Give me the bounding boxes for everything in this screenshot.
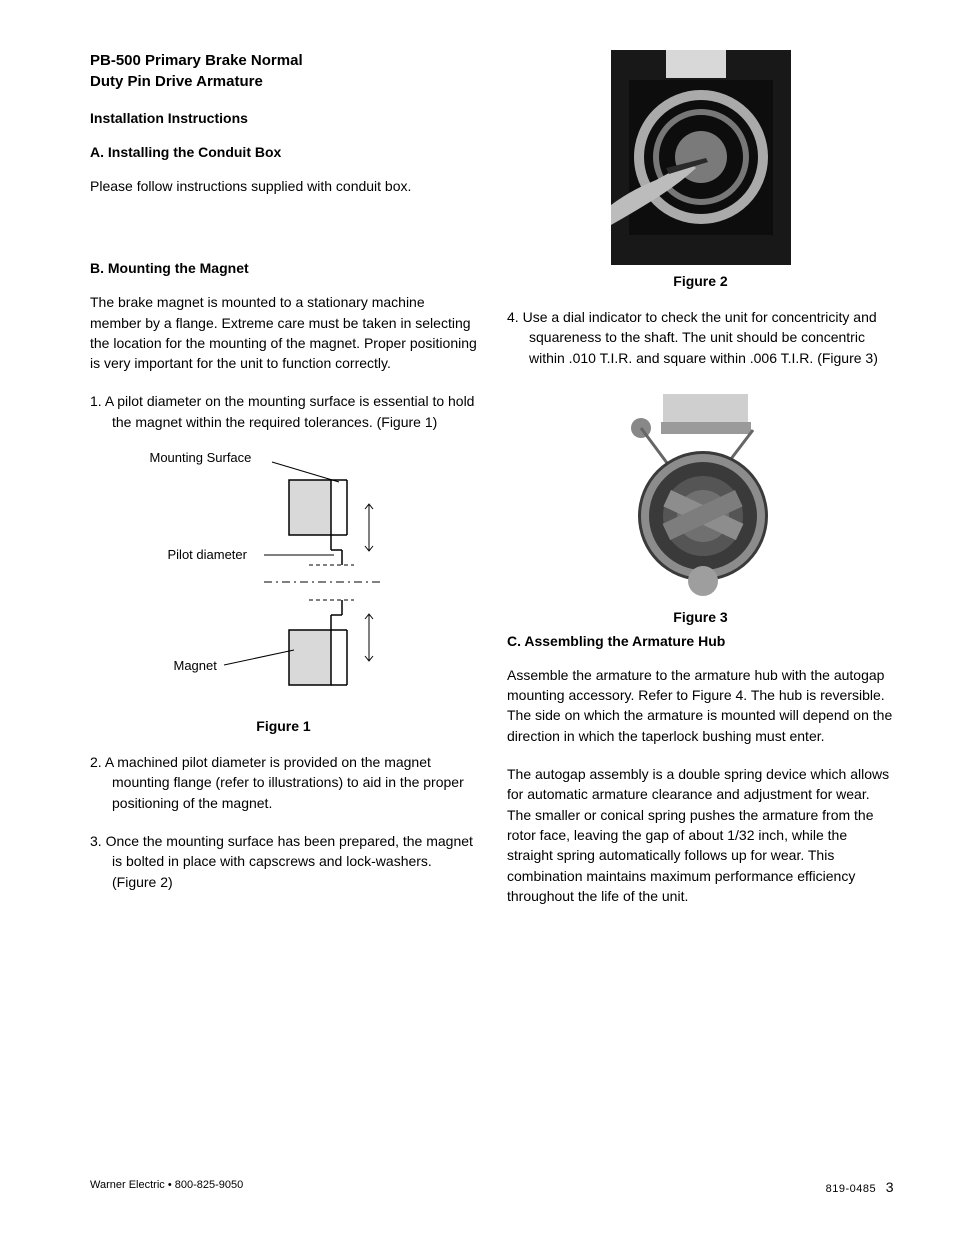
figure-3-svg (613, 386, 788, 601)
figure-2-caption: Figure 2 (507, 273, 894, 289)
footer: Warner Electric • 800-825-9050 819-0485 … (90, 1179, 894, 1195)
figure-1: Mounting Surface Pilot diameter Magnet (90, 450, 477, 710)
columns: PB-500 Primary Brake Normal Duty Pin Dri… (90, 50, 894, 924)
section-a-text: Please follow instructions supplied with… (90, 176, 477, 196)
footer-page: 3 (886, 1179, 894, 1195)
section-b-steps-cont: A machined pilot diameter is provided on… (90, 752, 477, 892)
section-b-step4: Use a dial indicator to check the unit f… (507, 307, 894, 368)
section-b-steps: A pilot diameter on the mounting surface… (90, 391, 477, 432)
step-1: A pilot diameter on the mounting surface… (90, 391, 477, 432)
figure-2 (507, 50, 894, 265)
figure-3 (507, 386, 894, 601)
section-c-para2: The autogap assembly is a double spring … (507, 764, 894, 906)
footer-left: Warner Electric • 800-825-9050 (90, 1179, 243, 1195)
figure-3-caption: Figure 3 (507, 609, 894, 625)
step-2: A machined pilot diameter is provided on… (90, 752, 477, 813)
doc-subtitle: Installation Instructions (90, 110, 477, 126)
figure-2-svg (611, 50, 791, 265)
step-4: Use a dial indicator to check the unit f… (507, 307, 894, 368)
section-c-heading: C. Assembling the Armature Hub (507, 633, 894, 649)
section-c-para1: Assemble the armature to the armature hu… (507, 665, 894, 746)
figure-1-caption: Figure 1 (90, 718, 477, 734)
fig1-label-mounting: Mounting Surface (150, 450, 252, 465)
page: PB-500 Primary Brake Normal Duty Pin Dri… (0, 0, 954, 964)
right-column: Figure 2 Use a dial indicator to check t… (507, 50, 894, 924)
title-line2: Duty Pin Drive Armature (90, 73, 263, 90)
fig1-label-pilot: Pilot diameter (168, 547, 247, 562)
title-line1: PB-500 Primary Brake Normal (90, 52, 303, 69)
section-a-heading: A. Installing the Conduit Box (90, 144, 477, 160)
doc-title: PB-500 Primary Brake Normal Duty Pin Dri… (90, 50, 477, 92)
step-3: Once the mounting surface has been prepa… (90, 831, 477, 892)
section-b-heading: B. Mounting the Magnet (90, 260, 477, 276)
section-b-intro: The brake magnet is mounted to a station… (90, 292, 477, 373)
footer-doc: 819-0485 (826, 1183, 877, 1195)
footer-right: 819-0485 3 (826, 1179, 894, 1195)
fig1-label-magnet: Magnet (174, 658, 217, 673)
left-column: PB-500 Primary Brake Normal Duty Pin Dri… (90, 50, 477, 924)
